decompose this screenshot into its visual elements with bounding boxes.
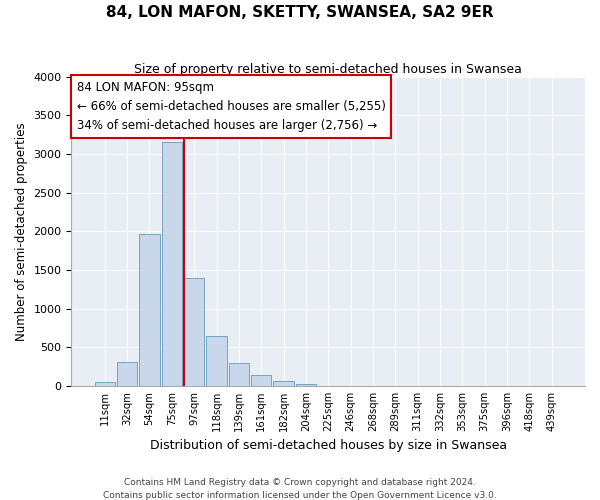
Bar — [95, 382, 115, 386]
Bar — [139, 234, 160, 386]
Bar — [162, 142, 182, 386]
Text: 84 LON MAFON: 95sqm
← 66% of semi-detached houses are smaller (5,255)
34% of sem: 84 LON MAFON: 95sqm ← 66% of semi-detach… — [77, 82, 385, 132]
Bar — [296, 384, 316, 386]
Bar — [184, 278, 204, 386]
Bar — [117, 362, 137, 386]
Bar — [206, 336, 227, 386]
Y-axis label: Number of semi-detached properties: Number of semi-detached properties — [15, 122, 28, 340]
Text: Contains HM Land Registry data © Crown copyright and database right 2024.
Contai: Contains HM Land Registry data © Crown c… — [103, 478, 497, 500]
Bar — [251, 375, 271, 386]
X-axis label: Distribution of semi-detached houses by size in Swansea: Distribution of semi-detached houses by … — [149, 440, 507, 452]
Bar — [274, 380, 293, 386]
Title: Size of property relative to semi-detached houses in Swansea: Size of property relative to semi-detach… — [134, 62, 522, 76]
Text: 84, LON MAFON, SKETTY, SWANSEA, SA2 9ER: 84, LON MAFON, SKETTY, SWANSEA, SA2 9ER — [106, 5, 494, 20]
Bar — [229, 362, 249, 386]
